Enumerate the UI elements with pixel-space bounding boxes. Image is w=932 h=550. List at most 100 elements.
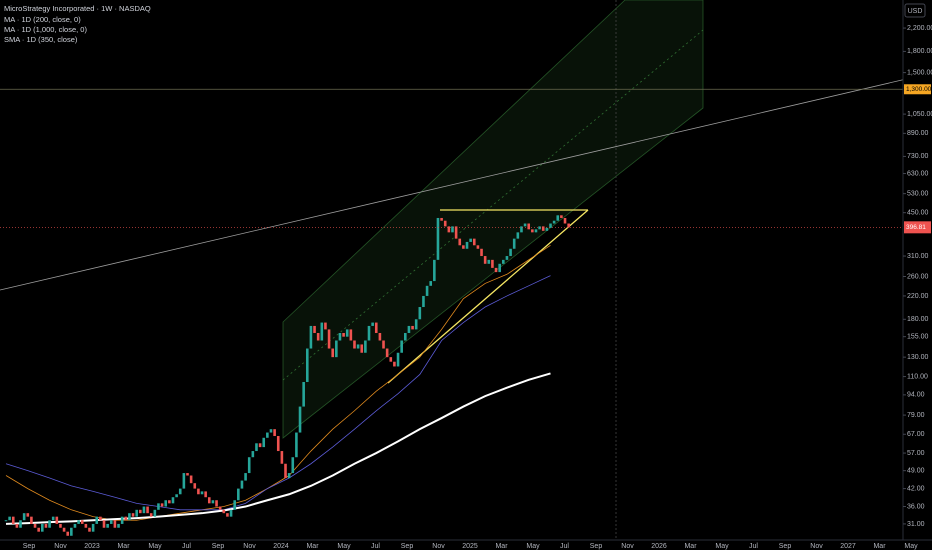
candle bbox=[102, 520, 106, 528]
candle bbox=[476, 245, 480, 249]
candle bbox=[287, 473, 291, 479]
candle bbox=[66, 531, 70, 536]
candle bbox=[233, 500, 236, 510]
candle bbox=[44, 523, 48, 528]
x-tick-label: 2023 bbox=[84, 543, 100, 550]
candle bbox=[305, 348, 309, 382]
candle bbox=[222, 509, 226, 514]
candle bbox=[382, 340, 385, 349]
candle bbox=[15, 523, 19, 528]
candle bbox=[251, 451, 255, 458]
currency-label[interactable]: USD bbox=[908, 8, 923, 15]
candle bbox=[393, 361, 396, 367]
y-tick-label: 94.00 bbox=[907, 392, 925, 399]
candle bbox=[433, 259, 436, 282]
candle bbox=[226, 513, 229, 517]
candle bbox=[560, 215, 563, 218]
candle bbox=[142, 506, 146, 514]
y-tick-label: 2,200.00 bbox=[907, 25, 932, 32]
candle bbox=[11, 516, 15, 524]
candle bbox=[95, 516, 99, 524]
last-price-box bbox=[904, 221, 931, 234]
x-tick-label: Nov bbox=[621, 543, 634, 550]
candle bbox=[164, 500, 168, 507]
candle bbox=[342, 332, 345, 337]
candle bbox=[440, 217, 443, 221]
candle bbox=[316, 332, 320, 341]
marks bbox=[0, 88, 903, 536]
candle bbox=[374, 322, 378, 333]
candle bbox=[549, 223, 552, 228]
candle bbox=[491, 259, 494, 268]
candle bbox=[465, 241, 469, 249]
candle bbox=[356, 344, 360, 349]
x-tick-label: 2027 bbox=[840, 543, 856, 550]
candle bbox=[106, 523, 109, 528]
x-tick-label: Sep bbox=[23, 543, 36, 550]
candle bbox=[505, 256, 509, 260]
candle bbox=[335, 340, 338, 358]
candle bbox=[331, 348, 334, 358]
candle bbox=[309, 325, 313, 349]
candle bbox=[99, 516, 102, 521]
candle bbox=[131, 513, 135, 517]
candle bbox=[407, 325, 411, 333]
y-tick-label: 67.00 bbox=[907, 431, 925, 438]
y-tick-label: 130.00 bbox=[907, 354, 929, 361]
candle bbox=[371, 322, 374, 326]
candle bbox=[538, 226, 541, 230]
candle bbox=[378, 332, 382, 341]
candle bbox=[523, 223, 527, 227]
price-level-label: 1,300.00 bbox=[906, 86, 932, 93]
x-tick-label: 2025 bbox=[462, 543, 478, 550]
indicator-label: SMA · 1D (350, close) bbox=[4, 35, 78, 44]
candle bbox=[414, 319, 418, 330]
y-tick-label: 1,500.00 bbox=[907, 69, 932, 76]
y-tick-label: 1,800.00 bbox=[907, 48, 932, 55]
x-tick-label: May bbox=[148, 543, 162, 550]
candle bbox=[77, 520, 80, 524]
candle bbox=[247, 457, 251, 474]
candle bbox=[436, 217, 440, 260]
candle bbox=[418, 307, 422, 320]
candle bbox=[454, 226, 458, 239]
candle bbox=[22, 513, 26, 521]
candle bbox=[404, 332, 407, 341]
x-tick-label: Jul bbox=[749, 543, 758, 550]
x-tick-label: Sep bbox=[590, 543, 603, 550]
y-tick-label: 42.00 bbox=[907, 485, 925, 492]
chart-title: MicroStrategy Incorporated · 1W · NASDAQ bbox=[4, 4, 151, 13]
candle bbox=[509, 248, 512, 257]
candle bbox=[84, 523, 88, 528]
candle bbox=[422, 295, 425, 308]
candle bbox=[19, 520, 22, 528]
candle bbox=[135, 509, 138, 517]
candle bbox=[567, 223, 570, 228]
candle bbox=[462, 245, 465, 249]
x-tick-label: Sep bbox=[401, 543, 414, 550]
indicator-label: MA · 1D (200, close, 0) bbox=[4, 15, 81, 24]
y-tick-label: 310.00 bbox=[907, 253, 929, 260]
candle bbox=[153, 509, 157, 517]
y-tick-label: 730.00 bbox=[907, 153, 929, 160]
x-tick-label: 2024 bbox=[273, 543, 289, 550]
x-tick-label: Nov bbox=[810, 543, 823, 550]
x-tick-label: Nov bbox=[243, 543, 256, 550]
candle bbox=[157, 503, 160, 510]
candle bbox=[451, 226, 454, 233]
x-tick-label: 2026 bbox=[651, 543, 667, 550]
candle bbox=[280, 451, 284, 464]
candle bbox=[55, 516, 59, 524]
candle bbox=[37, 527, 40, 532]
currency-button[interactable] bbox=[904, 3, 926, 18]
candle bbox=[364, 340, 367, 353]
candle bbox=[469, 238, 472, 242]
candle bbox=[171, 497, 175, 504]
candle bbox=[218, 506, 222, 510]
candle bbox=[353, 340, 356, 349]
candle bbox=[483, 256, 487, 264]
candle bbox=[88, 527, 91, 532]
candle bbox=[80, 520, 84, 524]
candle bbox=[541, 226, 545, 231]
